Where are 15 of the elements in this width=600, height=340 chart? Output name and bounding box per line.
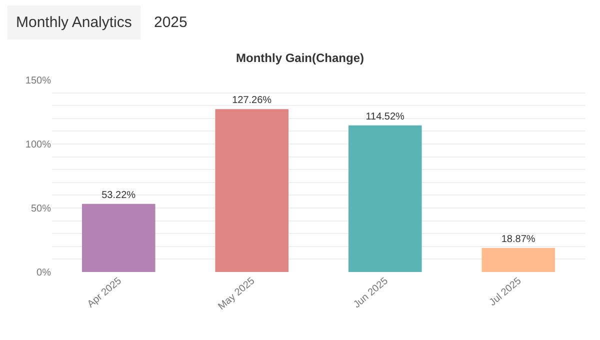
- y-tick-label: 150%: [25, 76, 52, 86]
- chart-title: Monthly Gain(Change): [236, 51, 364, 65]
- bar: [82, 204, 156, 272]
- data-label: 53.22%: [102, 190, 136, 201]
- bar: [348, 125, 422, 272]
- y-tick-label: 0%: [36, 268, 52, 278]
- data-label: 127.26%: [232, 95, 272, 106]
- bar: [482, 248, 556, 272]
- text: Monthly Analytics: [16, 14, 132, 31]
- data-label: 114.52%: [366, 111, 405, 122]
- y-tick-label: 100%: [25, 140, 52, 150]
- bar: [215, 109, 289, 272]
- text: 2025: [154, 14, 188, 31]
- y-tick-label: 50%: [30, 204, 52, 214]
- data-label: 18.87%: [501, 234, 536, 245]
